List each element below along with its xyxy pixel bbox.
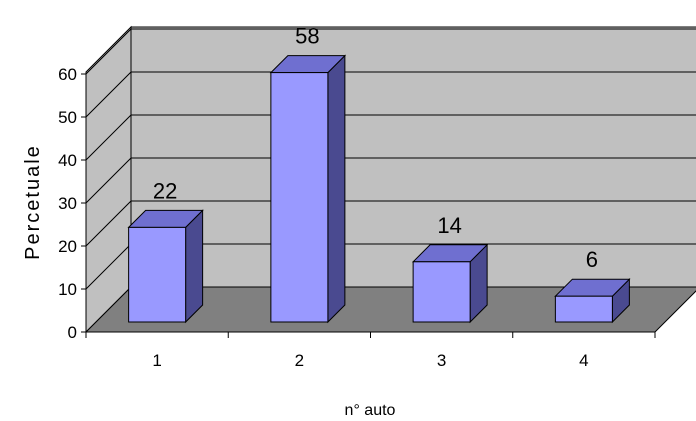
y-axis-title: Percetuale [22, 144, 44, 260]
y-tick-label: 30 [58, 194, 77, 213]
gridline [85, 71, 696, 118]
gridline [85, 157, 696, 204]
x-axis-title: n° auto [345, 402, 396, 419]
back-wall [130, 26, 696, 288]
bar [127, 209, 204, 324]
y-tick-label: 40 [58, 151, 77, 170]
bar [554, 277, 631, 324]
bar [411, 243, 489, 324]
data-label: 14 [437, 213, 461, 238]
bar-front [128, 226, 187, 323]
bar-side [327, 54, 346, 324]
y-tick-label: 20 [58, 237, 77, 256]
y-tick-label: 60 [58, 65, 77, 84]
x-tick-label: 2 [295, 351, 304, 370]
y-tick-labels: 0 10 20 30 40 50 60 [58, 65, 77, 342]
side-wall [85, 25, 132, 334]
bar [269, 54, 347, 324]
y-tick-label: 10 [58, 280, 77, 299]
bar-front [554, 295, 613, 323]
x-tick-label: 4 [579, 351, 588, 370]
bar-front [412, 261, 471, 323]
axes [81, 72, 656, 338]
gridline [85, 200, 696, 247]
bar-front [270, 72, 329, 323]
x-tick-labels: 1 2 3 4 [152, 351, 588, 370]
data-labels: 22 58 14 6 [153, 24, 598, 273]
bars [127, 54, 631, 324]
x-tick-label: 1 [152, 351, 161, 370]
y-tick-label: 0 [68, 323, 77, 342]
data-label: 6 [586, 247, 598, 272]
y-tick-label: 50 [58, 108, 77, 127]
gridline [85, 28, 696, 75]
data-label: 58 [295, 24, 319, 49]
x-tick-label: 3 [437, 351, 446, 370]
gridline [85, 114, 696, 161]
bar-side [185, 209, 204, 324]
data-label: 22 [153, 178, 177, 203]
